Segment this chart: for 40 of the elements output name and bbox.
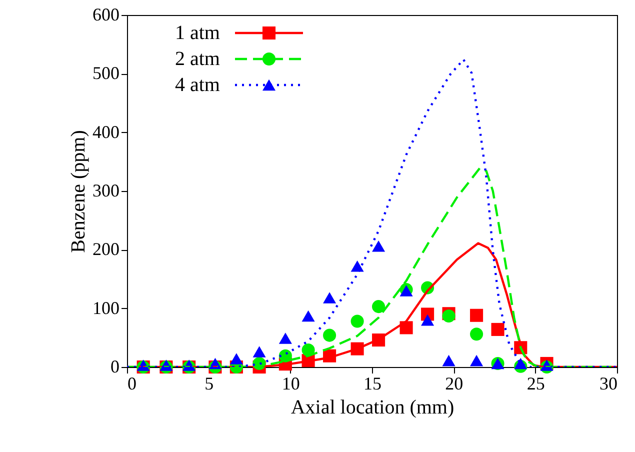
point	[350, 260, 364, 272]
x-tick-label: 5	[204, 374, 214, 394]
point	[302, 310, 315, 322]
point	[278, 332, 292, 344]
y-tick-label: 100	[92, 298, 120, 318]
point	[160, 360, 173, 371]
x-tick-label: 30	[600, 374, 618, 394]
point	[372, 300, 386, 314]
point	[540, 360, 554, 371]
y-tick-label: 200	[92, 239, 120, 260]
y-tick-label: 300	[92, 180, 120, 200]
x-tick-label: 25	[526, 374, 545, 394]
point	[278, 349, 292, 362]
point	[323, 328, 336, 342]
legend-label: 2 atm	[175, 48, 220, 70]
x-tick-label: 20	[445, 374, 464, 394]
x-axis-title: Axial location (mm)	[290, 396, 454, 418]
point	[372, 240, 386, 252]
x-tick-label: 15	[364, 374, 382, 394]
y-tick-label: 400	[92, 122, 120, 142]
point	[421, 314, 434, 326]
point	[470, 328, 484, 341]
point	[442, 354, 456, 366]
point	[136, 360, 150, 371]
point	[470, 354, 484, 366]
point	[470, 308, 484, 322]
y-tick-label: 0	[110, 356, 120, 376]
x-tick-label: 0	[128, 374, 136, 394]
y-tick-label: 500	[92, 63, 120, 84]
y-tick-label: 600	[92, 4, 120, 24]
legend-label: 1 atm	[175, 22, 220, 44]
point	[491, 322, 504, 336]
point	[350, 314, 364, 328]
point	[252, 346, 266, 358]
point	[323, 292, 336, 304]
legend-label: 4 atm	[175, 74, 220, 96]
y-axis-title: Benzene (ppm)	[68, 130, 90, 253]
x-tick-label: 10	[282, 374, 300, 394]
point	[182, 360, 196, 371]
point	[230, 353, 243, 364]
